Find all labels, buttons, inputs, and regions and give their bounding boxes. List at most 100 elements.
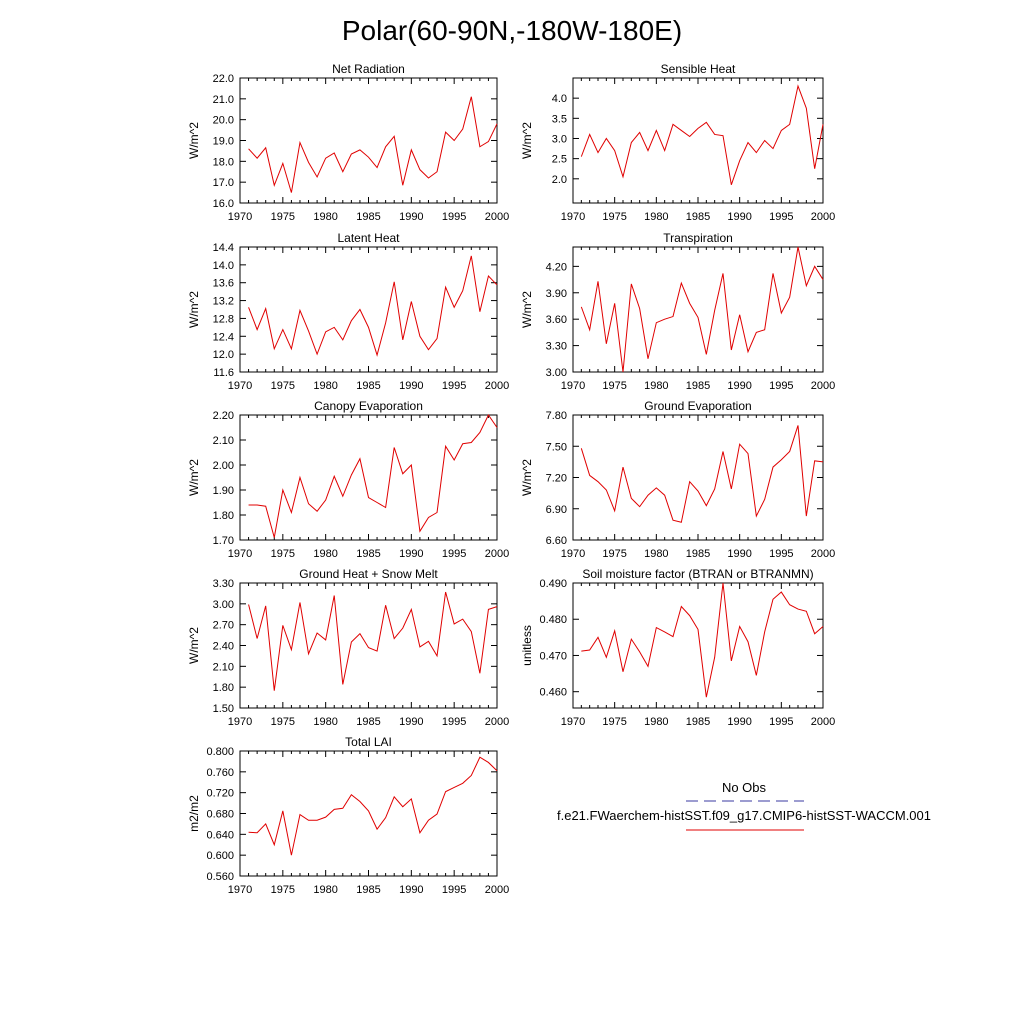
x-tick-label: 1985 [356, 716, 380, 728]
y-tick-label: 3.30 [213, 578, 234, 590]
y-axis-label: W/m^2 [520, 122, 534, 159]
y-tick-label: 6.90 [546, 504, 567, 516]
x-tick-label: 1970 [228, 380, 252, 392]
x-tick-label: 1980 [644, 380, 668, 392]
y-tick-label: 2.5 [552, 154, 567, 166]
y-tick-label: 20.0 [213, 115, 234, 127]
chart-panels: Net Radiation W/m^2 1970 1975 1980 1985 1990 19… [187, 62, 835, 896]
y-tick-label: 1.70 [213, 535, 234, 547]
y-tick-label: 1.50 [213, 703, 234, 715]
plot-frame [572, 77, 824, 204]
x-tick-label: 1980 [313, 884, 337, 896]
series-line [248, 756, 498, 856]
plot-frame [239, 414, 498, 541]
x-tick-label: 1995 [769, 716, 793, 728]
y-axis-label: W/m^2 [187, 627, 201, 664]
y-tick-label: 0.600 [206, 850, 234, 862]
plot-frame [239, 77, 498, 204]
x-tick-label: 1990 [727, 380, 751, 392]
y-tick-label: 7.80 [546, 410, 567, 422]
y-tick-label: 13.6 [213, 278, 234, 290]
panel-title: Total LAI [345, 735, 392, 749]
x-tick-label: 2000 [485, 716, 509, 728]
x-tick-label: 1970 [228, 211, 252, 223]
x-tick-label: 1975 [602, 380, 626, 392]
x-tick-label: 2000 [485, 380, 509, 392]
x-tick-label: 2000 [485, 548, 509, 560]
x-tick-label: 1995 [442, 716, 466, 728]
y-tick-label: 17.0 [213, 177, 234, 189]
x-tick-label: 1970 [561, 380, 585, 392]
x-tick-label: 1985 [686, 548, 710, 560]
x-tick-label: 1970 [561, 211, 585, 223]
x-tick-label: 1970 [561, 716, 585, 728]
x-tick-label: 1975 [602, 716, 626, 728]
x-tick-label: 1990 [727, 548, 751, 560]
chart-panel-8: Soil moisture factor (BTRAN or BTRANMN) u… [520, 567, 835, 728]
y-tick-label: 3.0 [552, 133, 567, 145]
y-tick-label: 0.460 [539, 687, 567, 699]
y-tick-label: 13.2 [213, 296, 234, 308]
y-axis-label: W/m^2 [187, 459, 201, 496]
y-tick-label: 0.800 [206, 746, 234, 758]
x-tick-label: 1990 [399, 380, 423, 392]
chart-panel-5: Canopy Evaporation W/m^2 1970 1975 1980 1985 1… [187, 399, 509, 560]
x-tick-label: 1995 [442, 380, 466, 392]
y-tick-label: 7.20 [546, 473, 567, 485]
y-tick-label: 12.8 [213, 313, 234, 325]
y-tick-label: 0.680 [206, 809, 234, 821]
x-tick-label: 1995 [769, 211, 793, 223]
x-tick-label: 2000 [485, 211, 509, 223]
x-tick-label: 1990 [399, 884, 423, 896]
x-tick-label: 1975 [602, 548, 626, 560]
y-tick-label: 0.760 [206, 767, 234, 779]
y-tick-label: 0.720 [206, 788, 234, 800]
y-tick-label: 2.0 [552, 174, 567, 186]
x-tick-label: 1985 [686, 716, 710, 728]
plot-frame [239, 582, 498, 709]
y-tick-label: 18.0 [213, 156, 234, 168]
panel-title: Soil moisture factor (BTRAN or BTRANMN) [582, 567, 813, 581]
y-tick-label: 4.0 [552, 93, 567, 105]
y-tick-label: 16.0 [213, 198, 234, 210]
x-tick-label: 1990 [399, 211, 423, 223]
x-tick-label: 2000 [811, 716, 835, 728]
chart-panel-3: Latent Heat W/m^2 1970 1975 1980 1985 1990 1995… [187, 231, 509, 392]
plot-frame [239, 750, 498, 877]
x-tick-label: 1975 [602, 211, 626, 223]
x-tick-label: 1970 [228, 548, 252, 560]
y-axis-label: unitless [520, 625, 534, 666]
x-tick-label: 1985 [356, 380, 380, 392]
x-tick-label: 1995 [769, 548, 793, 560]
panel-title: Ground Evaporation [644, 399, 751, 413]
x-tick-label: 1985 [356, 884, 380, 896]
y-tick-label: 14.0 [213, 260, 234, 272]
chart-panel-6: Ground Evaporation W/m^2 1970 1975 1980 1985 1… [520, 399, 835, 560]
y-axis-label: W/m^2 [187, 291, 201, 328]
y-tick-label: 3.00 [213, 599, 234, 611]
x-tick-label: 1995 [442, 211, 466, 223]
y-tick-label: 3.00 [546, 367, 567, 379]
x-tick-label: 2000 [811, 211, 835, 223]
y-tick-label: 3.60 [546, 314, 567, 326]
y-tick-label: 4.20 [546, 261, 567, 273]
legend: No Obs f.e21.FWaerchem-histSST.f09_g17.C… [557, 780, 931, 831]
y-tick-label: 2.10 [213, 435, 234, 447]
x-tick-label: 1985 [686, 380, 710, 392]
x-tick-label: 1975 [271, 716, 295, 728]
series-line [581, 582, 824, 698]
plot-frame [572, 414, 824, 541]
chart-panel-2: Sensible Heat W/m^2 1970 1975 1980 1985 1990 19… [520, 62, 835, 223]
x-tick-label: 1980 [644, 716, 668, 728]
y-tick-label: 14.4 [213, 242, 234, 254]
y-tick-label: 12.0 [213, 349, 234, 361]
y-tick-label: 11.6 [213, 367, 234, 379]
x-tick-label: 1980 [313, 211, 337, 223]
y-tick-label: 2.70 [213, 620, 234, 632]
legend-model-label: f.e21.FWaerchem-histSST.f09_g17.CMIP6-hi… [557, 808, 931, 823]
x-tick-label: 1985 [356, 548, 380, 560]
panel-title: Latent Heat [337, 231, 400, 245]
y-tick-label: 2.10 [213, 661, 234, 673]
x-tick-label: 2000 [485, 884, 509, 896]
